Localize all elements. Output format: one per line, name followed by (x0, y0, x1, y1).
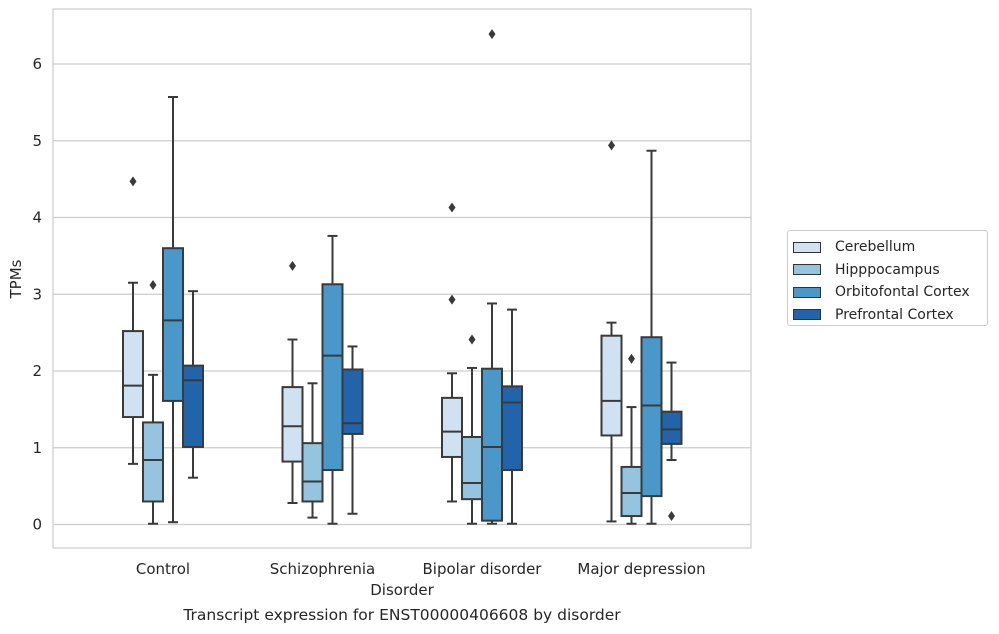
legend: Cerebellum Hipppocampus Orbitofontal Cor… (787, 230, 988, 326)
box-group (122, 96, 204, 525)
legend-item-orbitofrontal-cortex: Orbitofontal Cortex (793, 281, 987, 304)
outlier-point (608, 140, 615, 151)
box (461, 436, 483, 501)
outlier-point (468, 334, 476, 345)
box (640, 336, 663, 498)
y-tick-label: 4 (32, 209, 42, 227)
outlier-point (129, 176, 137, 187)
y-tick-label: 5 (32, 132, 42, 150)
box-group (441, 29, 523, 525)
legend-label: Hipppocampus (835, 261, 940, 278)
y-tick-label: 3 (32, 285, 42, 303)
x-tick-labels: Control Schizophrenia Bipolar disorder Majo… (136, 560, 706, 578)
outlier-point (289, 260, 296, 271)
box (281, 386, 304, 463)
legend-item-hippocampus: Hipppocampus (793, 259, 987, 282)
legend-label: Orbitofontal Cortex (835, 284, 970, 301)
box (481, 367, 503, 522)
outlier-point (488, 29, 496, 40)
box (301, 442, 324, 503)
box (660, 410, 683, 445)
box (600, 334, 623, 437)
outlier-point (628, 353, 635, 364)
legend-swatch-hippocampus (793, 264, 821, 276)
x-tick-label: Major depression (577, 560, 705, 578)
legend-swatch-prefrontal-cortex (793, 309, 821, 321)
x-tick-label: Schizophrenia (270, 560, 375, 578)
y-tick-labels: 0 1 2 3 4 5 6 (32, 55, 42, 534)
box (142, 421, 164, 503)
legend-swatch-cerebellum (793, 241, 821, 253)
outlier-point (448, 202, 456, 213)
box (182, 364, 204, 448)
x-tick-label: Control (136, 560, 190, 578)
box (162, 247, 184, 402)
box (341, 368, 364, 435)
legend-swatch-orbitofrontal-cortex (793, 286, 821, 298)
box-groups (122, 29, 683, 525)
y-tick-label: 2 (32, 362, 42, 380)
y-tick-label: 0 (32, 516, 42, 534)
x-tick-label: Bipolar disorder (423, 560, 543, 578)
box (620, 465, 643, 518)
legend-label: Cerebellum (835, 239, 916, 256)
box (321, 283, 344, 472)
y-axis-label: TPMs (7, 259, 25, 299)
box-group (600, 140, 683, 525)
legend-item-cerebellum: Cerebellum (793, 236, 987, 259)
y-tick-label: 6 (32, 55, 42, 73)
box (441, 396, 463, 458)
y-tick-label: 1 (32, 439, 42, 457)
box (122, 330, 144, 419)
box (501, 385, 523, 472)
legend-label: Prefrontal Cortex (835, 306, 954, 323)
box-group (281, 234, 364, 525)
outlier-point (448, 294, 456, 305)
legend-item-prefrontal-cortex: Prefrontal Cortex (793, 304, 987, 327)
chart-caption: Transcript expression for ENST0000040660… (183, 606, 621, 624)
x-axis-label: Disorder (370, 581, 434, 599)
outlier-point (668, 511, 675, 522)
outlier-point (149, 280, 157, 291)
